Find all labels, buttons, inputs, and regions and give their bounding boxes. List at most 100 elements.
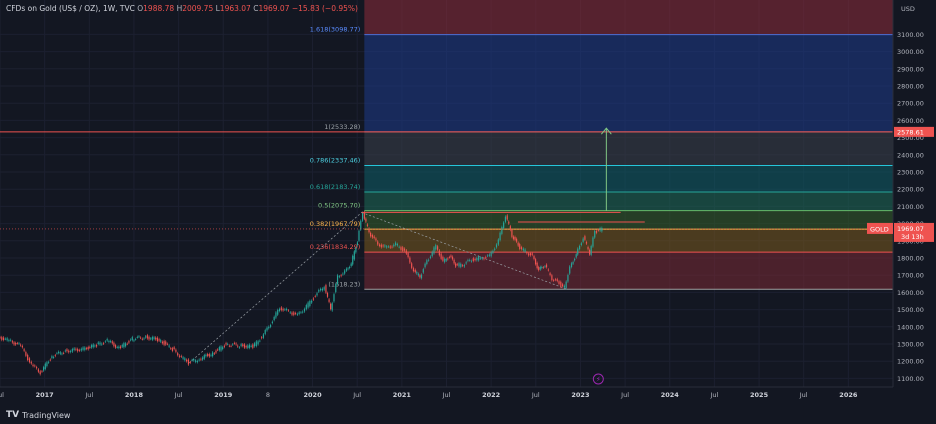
low-label: L bbox=[215, 4, 220, 13]
candle-body bbox=[250, 345, 252, 347]
candle-body bbox=[474, 258, 476, 261]
fib-level-label: 1.618(3098.77) bbox=[310, 26, 361, 34]
candle-body bbox=[141, 338, 143, 340]
event-icon-ring bbox=[592, 373, 604, 385]
time-tick-label: Jul bbox=[799, 391, 808, 399]
candle-body bbox=[25, 352, 27, 356]
tradingview-brand[interactable]: TV TradingView bbox=[6, 410, 70, 420]
candle-body bbox=[213, 353, 215, 355]
candle-body bbox=[46, 362, 48, 367]
candle-body bbox=[235, 343, 237, 345]
time-tick-label: Jul bbox=[174, 391, 183, 399]
time-tick-label: 2025 bbox=[750, 391, 769, 399]
price-tick-label: 2900.00 bbox=[897, 65, 924, 73]
candle-body bbox=[30, 361, 32, 364]
candle-body bbox=[447, 258, 449, 260]
candle-body bbox=[61, 353, 63, 355]
price-tick-label: 1500.00 bbox=[897, 306, 924, 314]
candle-body bbox=[429, 256, 432, 258]
candle-body bbox=[360, 220, 362, 230]
candle-body bbox=[458, 263, 460, 267]
candle-body bbox=[175, 349, 177, 352]
price-tick-label: 1600.00 bbox=[897, 289, 924, 297]
candle-body bbox=[156, 337, 158, 342]
candle-body bbox=[394, 242, 397, 246]
fib-level-label: 0.618(2183.74) bbox=[310, 183, 361, 191]
candle-body bbox=[34, 365, 36, 367]
candle-body bbox=[282, 308, 284, 311]
tradingview-logo-icon: TV bbox=[6, 410, 20, 420]
price-tick-label: 1400.00 bbox=[897, 323, 924, 331]
candle-body bbox=[323, 287, 325, 290]
candle-body bbox=[289, 312, 291, 314]
candle-body bbox=[481, 258, 483, 259]
candle-body bbox=[328, 299, 330, 302]
candle-body bbox=[483, 258, 485, 260]
candle-body bbox=[191, 360, 193, 361]
candle-body bbox=[193, 359, 195, 361]
candle-body bbox=[243, 344, 246, 348]
candle-body bbox=[230, 345, 232, 347]
candle-body bbox=[538, 267, 540, 271]
candle-body bbox=[412, 268, 415, 272]
candle-body bbox=[524, 249, 526, 252]
candle-body bbox=[259, 340, 261, 342]
candle-body bbox=[275, 312, 277, 318]
fib-zone bbox=[364, 229, 893, 253]
candle-body bbox=[131, 337, 133, 341]
candle-body bbox=[371, 234, 373, 238]
candle-body bbox=[467, 260, 469, 261]
candle-body bbox=[255, 341, 257, 347]
candle-body bbox=[582, 238, 584, 242]
candle-body bbox=[63, 352, 65, 354]
candle-body bbox=[252, 344, 254, 348]
candle-body bbox=[597, 229, 599, 231]
candle-body bbox=[78, 350, 81, 351]
time-tick-label: 2020 bbox=[304, 391, 323, 399]
candle-body bbox=[180, 356, 182, 357]
candle-body bbox=[528, 253, 530, 256]
price-tick-label: 2700.00 bbox=[897, 100, 924, 108]
symbol-title: CFDs on Gold (US$ / OZ), 1W, TVC bbox=[6, 4, 135, 13]
candle-body bbox=[108, 340, 110, 343]
candle-body bbox=[331, 303, 333, 311]
candle-body bbox=[515, 238, 518, 242]
candle-body bbox=[382, 245, 384, 247]
candle-body bbox=[248, 344, 251, 348]
candle-body bbox=[89, 347, 91, 348]
lightning-icon: ⚡ bbox=[596, 376, 601, 384]
candle-body bbox=[177, 353, 179, 356]
candle-body bbox=[536, 262, 538, 269]
candle-body bbox=[133, 340, 135, 342]
candle-body bbox=[336, 275, 339, 285]
candle-body bbox=[300, 312, 302, 314]
candle-body bbox=[187, 359, 190, 365]
candle-body bbox=[321, 288, 323, 291]
candle-body bbox=[344, 270, 346, 274]
candle-body bbox=[551, 275, 553, 281]
candle-body bbox=[531, 253, 533, 255]
price-tick-label: 3100.00 bbox=[897, 31, 924, 39]
price-tick-label: 2400.00 bbox=[897, 151, 924, 159]
price-tick-label: 1200.00 bbox=[897, 358, 924, 366]
candle-body bbox=[572, 262, 574, 264]
candle-body bbox=[166, 343, 169, 345]
candle-body bbox=[101, 343, 103, 345]
price-tick-label: 2500.00 bbox=[897, 134, 924, 142]
candle-body bbox=[533, 256, 535, 259]
candle-body bbox=[298, 312, 300, 314]
candle-body bbox=[561, 284, 564, 287]
candle-body bbox=[69, 351, 72, 352]
candle-body bbox=[302, 311, 304, 313]
candle-body bbox=[232, 344, 234, 346]
fib-zone bbox=[364, 165, 893, 192]
candle-body bbox=[386, 246, 388, 248]
candle-body bbox=[453, 259, 455, 264]
time-tick-label: 2018 bbox=[125, 391, 144, 399]
candle-body bbox=[338, 276, 340, 278]
candle-body bbox=[389, 246, 391, 248]
candle-body bbox=[595, 230, 598, 233]
candle-body bbox=[431, 251, 433, 257]
last-price-tag bbox=[894, 222, 934, 242]
